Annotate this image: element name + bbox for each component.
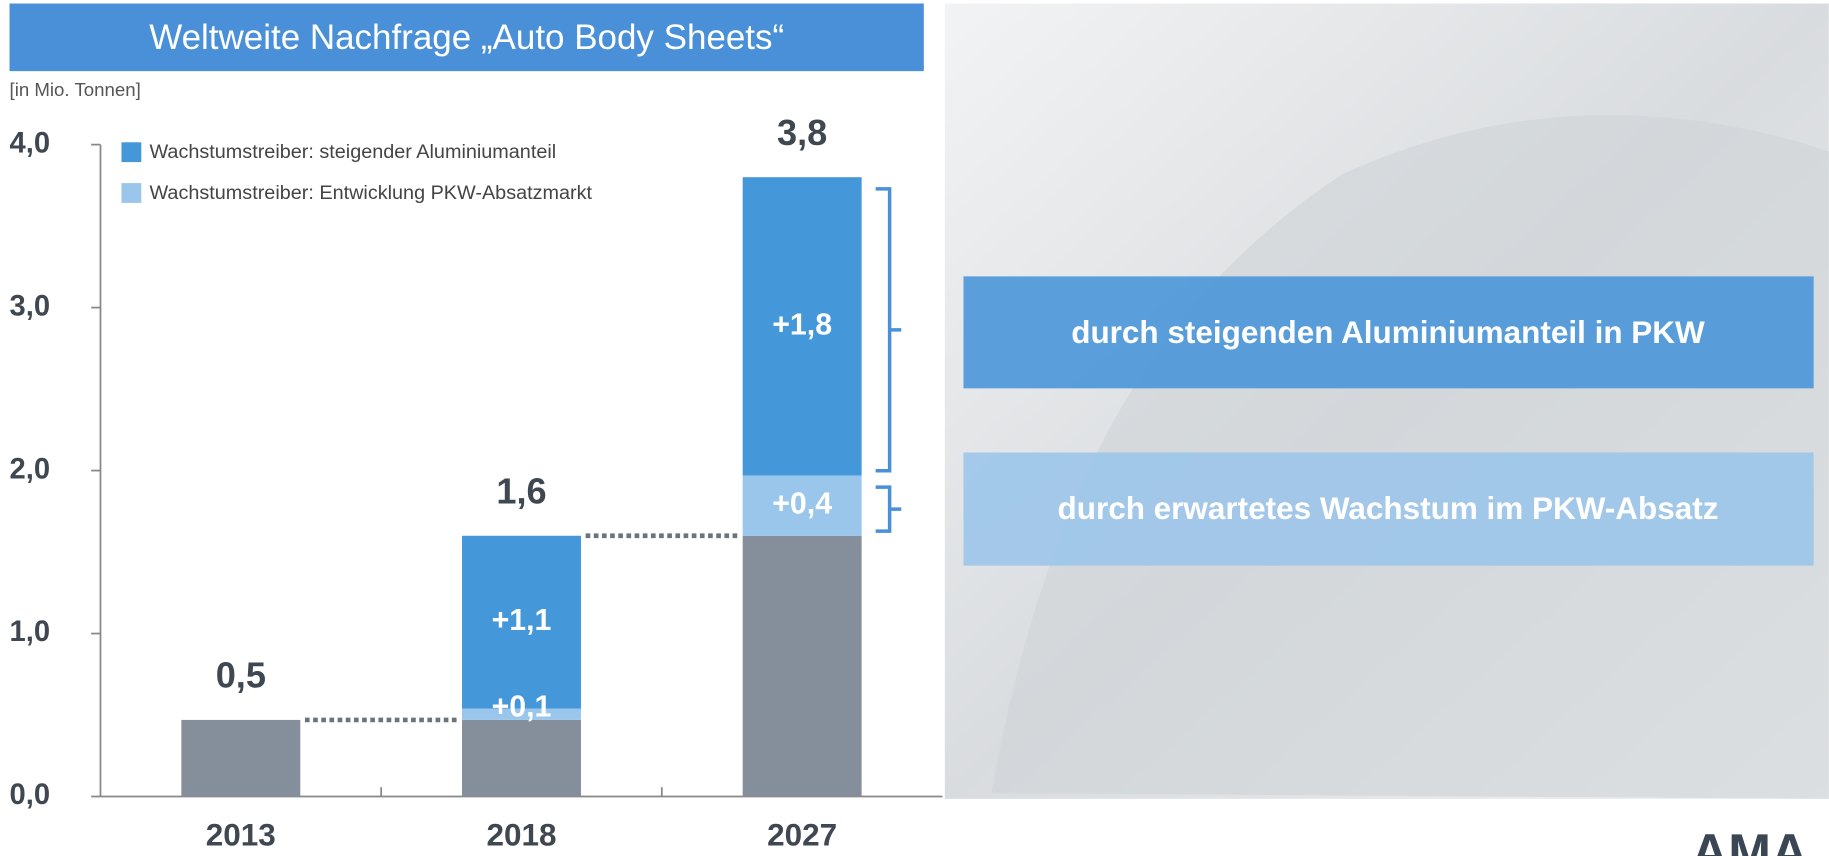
- value-label: +0,1: [492, 690, 552, 723]
- bar-segment: [462, 535, 581, 709]
- bar-segment: [462, 708, 581, 720]
- legend-swatch: [121, 142, 142, 163]
- y-tick-label: 2,0: [10, 453, 51, 485]
- unit-label: [in Mio. Tonnen]: [10, 79, 141, 100]
- annotation-box: [963, 276, 1814, 389]
- title-bar: [9, 3, 924, 72]
- annotation: durch steigenden Aluminiumanteil in PKW: [1071, 315, 1705, 350]
- total-label: 0,5: [216, 654, 266, 695]
- x-tick-label: 2013: [206, 818, 276, 853]
- annotation: durch erwartetes Wachstum im PKW-Absatz: [1058, 491, 1719, 526]
- value-label: +0,4: [772, 488, 832, 521]
- value-label: +1,8: [772, 308, 832, 341]
- logo: AMA: [1691, 824, 1808, 856]
- x-tick-label: 2018: [486, 818, 556, 853]
- legend-swatch: [121, 183, 142, 203]
- bracket: [875, 485, 902, 533]
- x-tick-label: 2027: [767, 818, 837, 853]
- total-label: 1,6: [496, 470, 546, 511]
- bar-segment: [742, 535, 862, 797]
- annotation-box: [963, 452, 1814, 566]
- bar-segment: [462, 719, 581, 797]
- y-tick-label: 4,0: [10, 127, 51, 159]
- bar-segment: [742, 475, 862, 536]
- value-label: +1,1: [492, 604, 552, 637]
- chart-title: Weltweite Nachfrage „Auto Body Sheets“: [149, 18, 784, 57]
- y-tick-label: 0,0: [10, 779, 51, 811]
- bar-segment: [181, 719, 301, 797]
- y-tick-label: 3,0: [10, 290, 51, 322]
- bracket: [875, 187, 902, 473]
- legend-label: Wachstumstreiber: Entwicklung PKW-Absatz…: [149, 182, 592, 204]
- y-tick-label: 1,0: [10, 616, 51, 648]
- legend-label: Wachstumstreiber: steigender Aluminiuman…: [149, 141, 556, 163]
- total-label: 3,8: [777, 112, 827, 153]
- bar-segment: [742, 177, 862, 476]
